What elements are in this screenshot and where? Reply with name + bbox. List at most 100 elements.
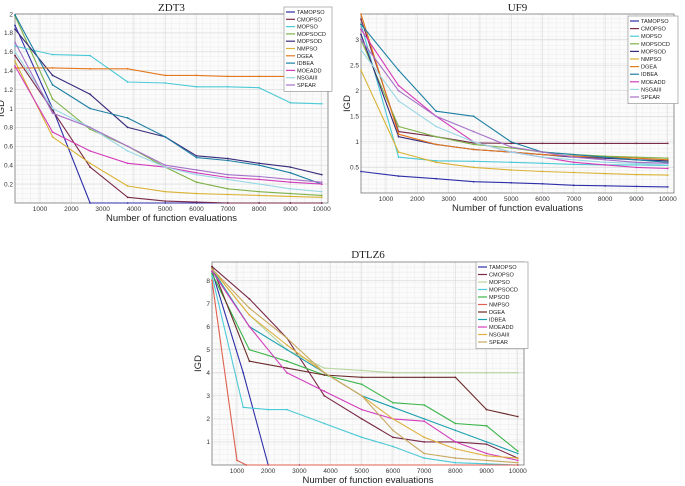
- data-point-idbea: [604, 156, 607, 159]
- data-point-moeadd: [195, 171, 198, 174]
- legend-label: NSGAIII: [489, 333, 510, 339]
- series-line-dgea: [211, 266, 518, 418]
- data-point-nmpso: [510, 169, 513, 171]
- data-point-spear: [397, 89, 400, 92]
- y-tick-label: 4: [206, 370, 210, 377]
- data-point-tamopso: [164, 202, 167, 204]
- legend-label: DGEA: [489, 310, 505, 316]
- data-point-idbea: [14, 14, 16, 16]
- data-point-spear: [323, 371, 326, 374]
- legend-label: CMOPSO: [297, 17, 323, 23]
- data-point-mopsocd: [226, 187, 229, 190]
- y-tick-label: 2.5: [350, 62, 359, 69]
- data-point-moeadd: [14, 65, 16, 67]
- legend-label: MPSOD: [489, 295, 510, 301]
- data-point-nmpso: [89, 162, 92, 165]
- data-point-spear: [435, 115, 438, 118]
- data-point-spear: [289, 178, 292, 181]
- x-tick-label: 4000: [473, 196, 488, 203]
- data-point-mpsod: [392, 401, 394, 404]
- data-point-mopso: [392, 371, 394, 374]
- data-point-dgea: [51, 66, 54, 69]
- data-point-cmopso: [423, 441, 426, 443]
- chart-zdt3: 1000 2000 3000 4000 5000 6000 7000 8000 9000 1000…: [0, 2, 333, 224]
- x-tick-label: 6000: [386, 468, 401, 475]
- legend-label: DGEA: [641, 65, 657, 71]
- data-point-mopsocd: [423, 457, 426, 459]
- data-point-spear: [14, 41, 16, 44]
- data-point-nsgaiii: [285, 344, 288, 346]
- x-tick-label: 1000: [230, 468, 245, 475]
- data-point-moeadd: [572, 161, 575, 164]
- data-point-cmopso: [320, 202, 323, 204]
- data-point-tamopso: [360, 170, 362, 173]
- data-point-nmpso: [236, 459, 238, 462]
- data-point-spear: [211, 268, 213, 270]
- data-point-spear: [392, 429, 394, 432]
- data-point-spear: [226, 173, 229, 176]
- data-point-mopsod: [226, 157, 229, 160]
- data-point-spear: [604, 158, 607, 161]
- data-point-nsgaiii: [454, 447, 457, 450]
- data-point-dgea: [89, 67, 92, 70]
- data-point-moeadd: [604, 163, 607, 166]
- data-point-nmpso: [541, 170, 544, 173]
- data-point-moeadd: [397, 84, 400, 87]
- data-point-nsgaiii: [289, 187, 292, 190]
- data-point-mopso: [572, 163, 575, 166]
- data-point-mopso: [89, 54, 92, 57]
- y-tick-label: 1: [206, 439, 210, 446]
- legend-label: SPEAR: [489, 340, 508, 346]
- series-line-cmopso: [360, 18, 668, 144]
- data-point-mopsocd: [323, 422, 326, 425]
- series-line-idbea: [211, 268, 518, 455]
- data-point-mopsocd: [267, 408, 270, 411]
- data-point-mopsod: [360, 33, 362, 36]
- y-axis-label: IGD: [193, 355, 204, 372]
- x-tick-label: 8000: [598, 196, 613, 203]
- legend-label: MOPSOD: [641, 49, 666, 55]
- data-point-nmpso: [289, 195, 292, 198]
- data-point-nsgaiii: [320, 190, 323, 193]
- data-point-nsgaiii: [164, 166, 167, 168]
- data-point-nsgaiii: [248, 314, 251, 316]
- data-point-moeadd: [635, 166, 638, 169]
- data-point-dgea: [435, 143, 438, 146]
- data-point-mopsod: [320, 173, 323, 176]
- data-point-cmopso: [572, 142, 575, 145]
- data-point-dgea: [472, 148, 475, 151]
- data-point-dgea: [323, 374, 326, 376]
- data-point-cmopso: [392, 436, 394, 439]
- data-point-tamopso: [126, 202, 129, 204]
- data-point-nmpso: [666, 174, 669, 177]
- data-point-mpsod: [285, 360, 288, 363]
- data-point-mopsocd: [195, 181, 198, 184]
- legend-label: MOPSOD: [297, 39, 322, 45]
- legend-label: TAMOPSO: [641, 19, 669, 25]
- data-point-idbea: [485, 441, 488, 443]
- series-line-nmpso: [211, 280, 518, 466]
- data-point-tamopso: [472, 180, 475, 183]
- data-point-tamopso: [541, 182, 544, 185]
- legend-label: IDBEA: [297, 61, 314, 67]
- data-point-nmpso: [572, 171, 575, 174]
- data-point-spear: [423, 452, 426, 455]
- data-point-dgea: [516, 415, 519, 418]
- data-point-mopsocd: [51, 98, 54, 100]
- series-line-mopso: [211, 268, 518, 374]
- data-point-idbea: [126, 117, 129, 119]
- data-point-nsgaiii: [360, 48, 362, 51]
- data-point-mopso: [485, 371, 488, 374]
- data-point-nsgaiii: [516, 457, 519, 459]
- data-point-spear: [541, 151, 544, 153]
- data-point-tamopso: [14, 24, 16, 27]
- data-point-dgea: [195, 74, 198, 77]
- y-tick-label: 5: [206, 347, 210, 354]
- data-point-tamopso: [604, 184, 607, 187]
- y-tick-label: 1.2: [4, 87, 13, 94]
- data-point-nmpso: [226, 193, 229, 196]
- data-point-nsgaiii: [392, 417, 394, 420]
- legend-label: MOPSO: [297, 25, 318, 31]
- data-point-nmpso: [211, 279, 213, 282]
- legend-label: MOPSOCD: [641, 42, 670, 48]
